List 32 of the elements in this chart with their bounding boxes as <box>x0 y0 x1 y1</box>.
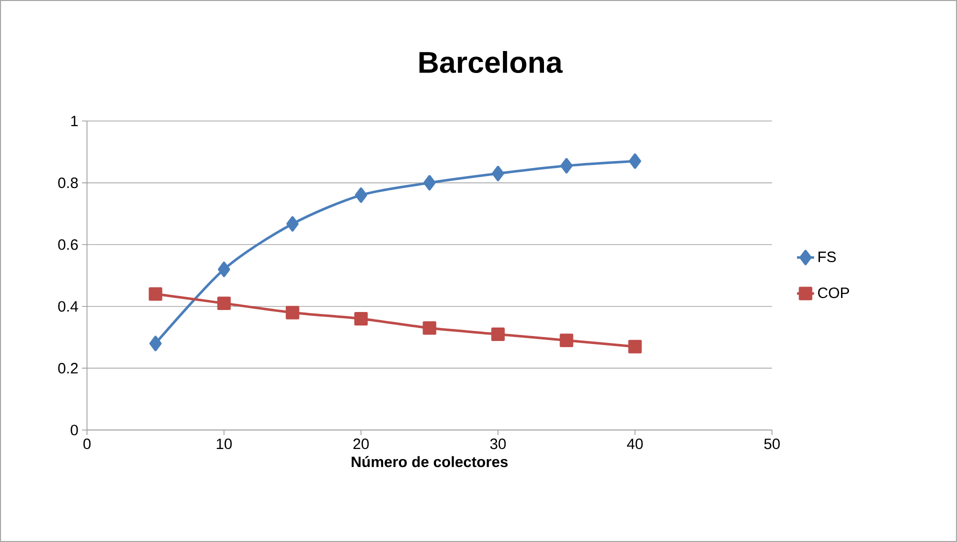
point <box>286 216 299 232</box>
x-tick-label: 10 <box>216 438 232 450</box>
legend-label: COP <box>818 288 850 298</box>
point <box>560 158 573 174</box>
point <box>423 175 436 191</box>
x-tick-label: 40 <box>627 438 643 450</box>
legend-label: FS <box>818 252 836 262</box>
y-tick-label: 0.8 <box>58 177 78 188</box>
point <box>354 312 368 326</box>
point <box>286 306 300 320</box>
x-tick-label: 20 <box>353 438 369 450</box>
point <box>628 340 642 354</box>
point <box>217 296 231 310</box>
y-tick-label: 1 <box>71 116 78 126</box>
x-tick-label: 50 <box>764 438 780 450</box>
x-tick-label: 0 <box>83 438 91 450</box>
chart-title: Barcelona <box>419 50 563 74</box>
point <box>491 327 505 341</box>
point <box>218 262 230 278</box>
x-axis-title: Número de colectores <box>352 456 508 468</box>
point <box>148 287 162 301</box>
point <box>628 153 642 169</box>
x-tick-label: 30 <box>490 438 506 450</box>
point <box>560 334 574 348</box>
point <box>149 336 162 352</box>
point <box>354 187 368 203</box>
y-tick-label: 0 <box>70 424 78 436</box>
y-tick-label: 0.4 <box>58 301 78 312</box>
y-tick-label: 0.2 <box>58 362 78 374</box>
y-tick-label: 0.6 <box>58 239 78 250</box>
point <box>422 321 436 335</box>
point <box>492 166 504 182</box>
